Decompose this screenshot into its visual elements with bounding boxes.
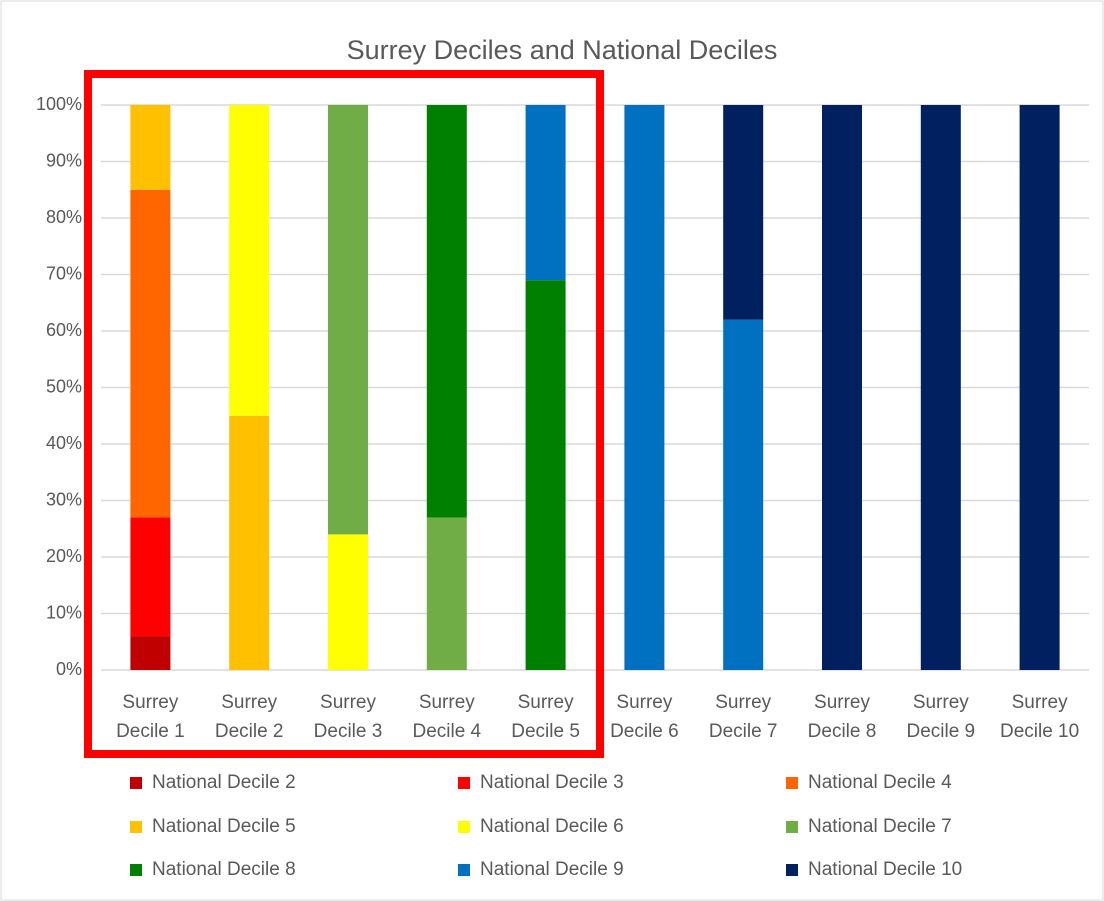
bar-segment [130,105,171,190]
y-tick-label: 20% [46,546,82,566]
bar-segment [328,534,368,670]
x-tick-label: Surrey Decile 3 [313,692,383,742]
bar-segment [624,105,665,670]
y-tick-label: 90% [46,150,82,170]
bar-segment [229,415,270,670]
legend-swatch [786,864,798,876]
bar-segment [426,517,467,670]
y-tick-label: 0% [56,659,82,679]
bar-segment [1019,105,1060,670]
legend-label: National Decile 4 [808,772,952,793]
bar-segment [328,105,368,535]
legend-swatch [458,864,470,876]
legend-label: National Decile 2 [152,772,296,793]
y-tick-label: 60% [46,320,82,340]
x-tick-label: Surrey Decile 9 [906,692,976,742]
y-tick-label: 70% [46,263,82,283]
x-tick-label: Surrey Decile 1 [116,692,185,742]
bar-segment [723,105,764,320]
legend-label: National Decile 9 [480,859,624,880]
y-tick-label: 50% [46,376,82,396]
legend-label: National Decile 7 [808,816,952,837]
x-tick-label: Surrey Decile 7 [708,692,778,742]
bar-segment [525,105,566,281]
chart-title: Surrey Deciles and National Deciles [347,35,778,65]
x-tick-label: Surrey Decile 8 [807,692,877,742]
legend-label: National Decile 8 [152,859,296,880]
bar-segment [822,105,862,670]
y-tick-label: 40% [46,433,82,453]
legend-swatch [786,777,798,789]
x-tick-label: Surrey Decile 4 [412,692,482,742]
legend-label: National Decile 10 [808,859,962,880]
legend-label: National Decile 3 [480,772,624,793]
x-tick-label: Surrey Decile 2 [214,692,284,742]
bar-segment [130,189,171,518]
y-tick-label: 100% [36,94,82,114]
bar-segment [130,636,171,670]
highlight-box [84,70,604,758]
legend-swatch [130,777,142,789]
legend-swatch [458,777,470,789]
legend-swatch [130,821,142,833]
legend-swatch [786,821,798,833]
bar-segment [920,105,961,670]
bar-segment [525,280,566,670]
legend-label: National Decile 6 [480,816,624,837]
y-tick-label: 10% [46,602,82,622]
x-tick-label: Surrey Decile 5 [511,692,580,742]
bar-segment [229,105,270,416]
x-tick-label: Surrey Decile 10 [999,692,1080,742]
bar-segment [426,105,467,518]
legend-swatch [458,821,470,833]
x-tick-label: Surrey Decile 6 [610,692,679,742]
y-tick-label: 30% [46,489,82,509]
legend-swatch [130,864,142,876]
legend-label: National Decile 5 [152,816,296,837]
bar-segment [130,517,171,637]
bar-segment [723,319,764,670]
y-tick-label: 80% [46,207,82,227]
